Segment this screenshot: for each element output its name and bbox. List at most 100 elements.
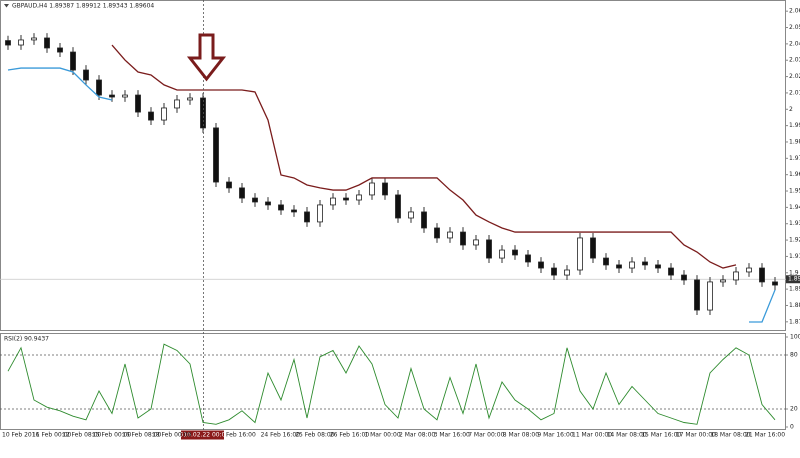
plot-layer: 1.87 1.88 1.89 1.9 1.91 1.92 1.93 1.94 1.95 1.96 1…: [0, 8, 800, 431]
y-tick-label: 2.04: [789, 40, 800, 47]
y-tick-label: 2.05: [789, 24, 800, 31]
trailing-line: [749, 289, 776, 323]
candle-body: [447, 231, 453, 239]
candle-body: [226, 181, 232, 189]
candle-body: [772, 281, 778, 286]
x-tick-label: 11 Mar 00:00: [572, 432, 612, 439]
y-tick-label: 1.94: [789, 204, 800, 211]
candle-body: [135, 94, 141, 113]
candle-body: [252, 197, 258, 203]
y-tick-label: 2: [789, 106, 793, 113]
x-tick-label: 10 Feb 2016: [2, 432, 40, 439]
y-tick-label: 1.93: [789, 220, 800, 227]
trailing-line: [7, 67, 113, 101]
candle-body: [590, 237, 596, 259]
rsi-pane: [0, 333, 786, 430]
x-tick-label: 25 Feb 08:00: [295, 432, 335, 439]
rsi-tick-label: 20: [790, 406, 798, 413]
candle-body: [616, 264, 622, 269]
x-tick-label: 26 Feb 16:00: [330, 432, 370, 439]
candle-body: [759, 267, 765, 283]
price-pane: [0, 0, 786, 331]
candle-body: [473, 239, 479, 246]
x-tick-label: 15 Mar 16:00: [641, 432, 681, 439]
y-tick-label: 1.9: [789, 269, 799, 276]
rsi-tick-label: 80: [790, 352, 798, 359]
x-tick-label: 18 Mar 08:00: [710, 432, 750, 439]
x-tick-label: 2 Mar 08:00: [399, 432, 435, 439]
rsi-tick-label: 100: [790, 334, 800, 341]
candle-body: [96, 79, 102, 96]
candle-body: [356, 194, 362, 201]
candle-body: [239, 187, 245, 199]
x-tick-label: 7 Mar 00:00: [468, 432, 504, 439]
bid-box: [786, 275, 800, 284]
candle-body: [460, 231, 466, 246]
candle-body: [70, 51, 76, 71]
candle-body: [655, 264, 661, 269]
candle-body: [278, 204, 284, 211]
y-tick-label: 2.03: [789, 57, 800, 64]
y-tick-label: 1.89: [789, 286, 800, 293]
x-tick-label: 12 Feb 08:00: [62, 432, 102, 439]
candle-body: [525, 254, 531, 263]
candle-body: [408, 211, 414, 219]
x-tick-label: 17 Mar 00:00: [676, 432, 716, 439]
x-tick-label: 3 Mar 16:00: [434, 432, 470, 439]
candle-body: [174, 99, 180, 109]
candle-body: [317, 204, 323, 223]
y-tick-label: 2.01: [789, 89, 800, 96]
candle-body: [109, 94, 115, 98]
candle-body: [330, 197, 336, 206]
candle-body: [83, 69, 89, 81]
candle-body: [122, 94, 128, 98]
candle-body: [5, 40, 11, 46]
candle-body: [304, 211, 310, 223]
rsi-label: RSI(2) 90.9437: [4, 336, 49, 343]
x-tick-label: Feb 16:00: [226, 432, 256, 439]
x-tick-label: 18 Feb 00:00: [152, 432, 192, 439]
crosshair-label-box: [181, 430, 224, 440]
trailing-line: [111, 44, 737, 269]
candle-body: [668, 267, 674, 276]
candle-body: [577, 237, 583, 271]
candle-body: [31, 37, 37, 41]
candle-body: [564, 269, 570, 276]
x-tick-label: 1 Mar 00:00: [364, 432, 400, 439]
y-tick-label: 1.98: [789, 138, 800, 145]
x-tick-label: 8 Mar 08:00: [503, 432, 539, 439]
y-tick-label: 2.02: [789, 73, 800, 80]
candle-body: [200, 97, 206, 129]
candle-body: [291, 209, 297, 213]
candle-body: [382, 182, 388, 196]
y-tick-label: 1.91: [789, 253, 800, 260]
x-tick-label: 24 Feb 16:00: [261, 432, 301, 439]
y-tick-label: 1.97: [789, 155, 800, 162]
candle-body: [343, 197, 349, 201]
candle-body: [551, 267, 557, 276]
candle-body: [148, 111, 154, 121]
y-tick-label: 1.92: [789, 237, 800, 244]
y-tick-label: 1.95: [789, 188, 800, 195]
candle-body: [512, 249, 518, 256]
y-tick-label: 1.96: [789, 171, 800, 178]
candle-body: [369, 182, 375, 196]
y-tick-label: 2.06: [789, 8, 800, 15]
candle-body: [213, 127, 219, 183]
candle-body: [421, 211, 427, 229]
candle-body: [265, 201, 271, 206]
crosshair-label: 2016.02.22 00:00: [176, 432, 230, 439]
x-tick-label: 11 Feb 00:00: [32, 432, 72, 439]
candle-body: [486, 239, 492, 259]
x-tick-label: 16 Feb 08:00: [122, 432, 162, 439]
bid-label: 1.89604: [788, 276, 800, 283]
candle-body: [603, 257, 609, 266]
candle-body: [707, 281, 713, 311]
candle-body: [681, 274, 687, 281]
candle-body: [733, 271, 739, 281]
y-tick-label: 1.87: [789, 318, 800, 325]
x-tick-label: 21 Mar 16:00: [745, 432, 785, 439]
menu-triangle: [4, 4, 9, 8]
